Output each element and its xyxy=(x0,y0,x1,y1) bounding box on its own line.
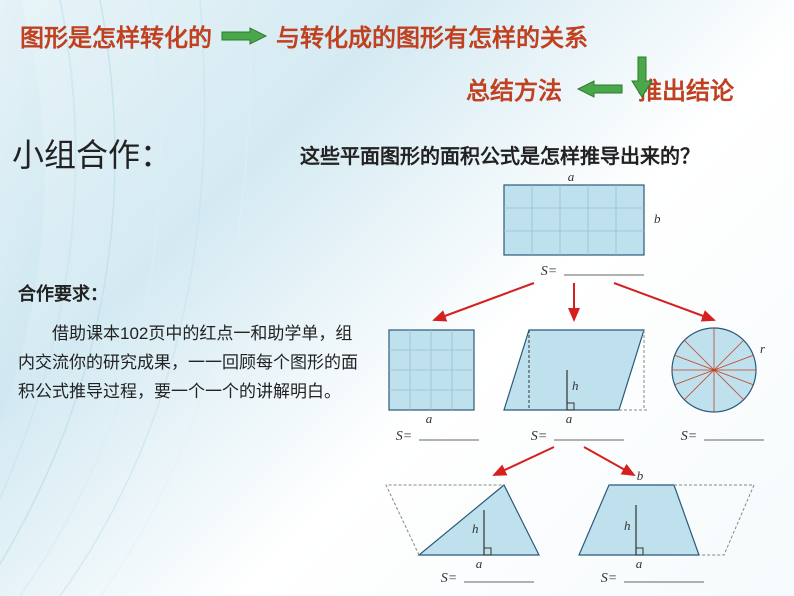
shape-trapezoid: h b a S= xyxy=(579,468,754,585)
svg-text:S=: S= xyxy=(531,429,547,444)
svg-text:a: a xyxy=(426,411,433,426)
arrow-down-container xyxy=(630,55,654,104)
svg-text:h: h xyxy=(624,518,631,533)
arrows-row1 xyxy=(434,283,714,320)
svg-text:a: a xyxy=(636,556,643,571)
shape-square: a S= xyxy=(389,330,479,444)
coop-title: 合作要求： xyxy=(18,280,358,306)
coop-body: 借助课本102页中的红点一和助学单，组内交流你的研究成果，一一回顾每个图形的面积… xyxy=(18,320,358,407)
group-title: 小组合作： xyxy=(12,130,172,176)
flow-method: 总结方法 xyxy=(466,71,562,106)
svg-text:b: b xyxy=(637,468,644,483)
arrow-down-icon xyxy=(630,55,654,99)
flow-q1: 图形是怎样转化的 xyxy=(20,18,212,53)
svg-text:h: h xyxy=(572,378,579,393)
shape-circle: r S= xyxy=(672,328,766,444)
arrows-row2 xyxy=(494,447,634,475)
top-flow-row: 图形是怎样转化的 与转化成的图形有怎样的关系 xyxy=(0,0,794,61)
svg-text:a: a xyxy=(476,556,483,571)
cooperation-requirements: 合作要求： 借助课本102页中的红点一和助学单，组内交流你的研究成果，一一回顾每… xyxy=(18,280,358,407)
shapes-diagram: a b S= xyxy=(374,175,774,585)
svg-text:h: h xyxy=(472,521,479,536)
shape-parallelogram: h a S= xyxy=(504,330,649,444)
svg-text:r: r xyxy=(760,341,766,356)
svg-text:b: b xyxy=(654,211,661,226)
arrow-right-icon xyxy=(220,26,268,46)
svg-text:S=: S= xyxy=(396,429,412,444)
svg-text:S=: S= xyxy=(601,571,617,585)
flow-q2: 与转化成的图形有怎样的关系 xyxy=(276,18,588,53)
arrow-left-icon xyxy=(576,79,624,99)
shape-triangle: h a S= xyxy=(386,485,539,585)
second-flow-row: 总结方法 推出结论 xyxy=(0,61,794,106)
main-question: 这些平面图形的面积公式是怎样推导出来的？ xyxy=(300,140,700,169)
shape-rectangle: a b S= xyxy=(504,175,661,279)
svg-text:a: a xyxy=(566,411,573,426)
svg-text:S=: S= xyxy=(541,264,557,279)
svg-text:S=: S= xyxy=(441,571,457,585)
svg-text:a: a xyxy=(568,175,575,184)
svg-text:S=: S= xyxy=(681,429,697,444)
